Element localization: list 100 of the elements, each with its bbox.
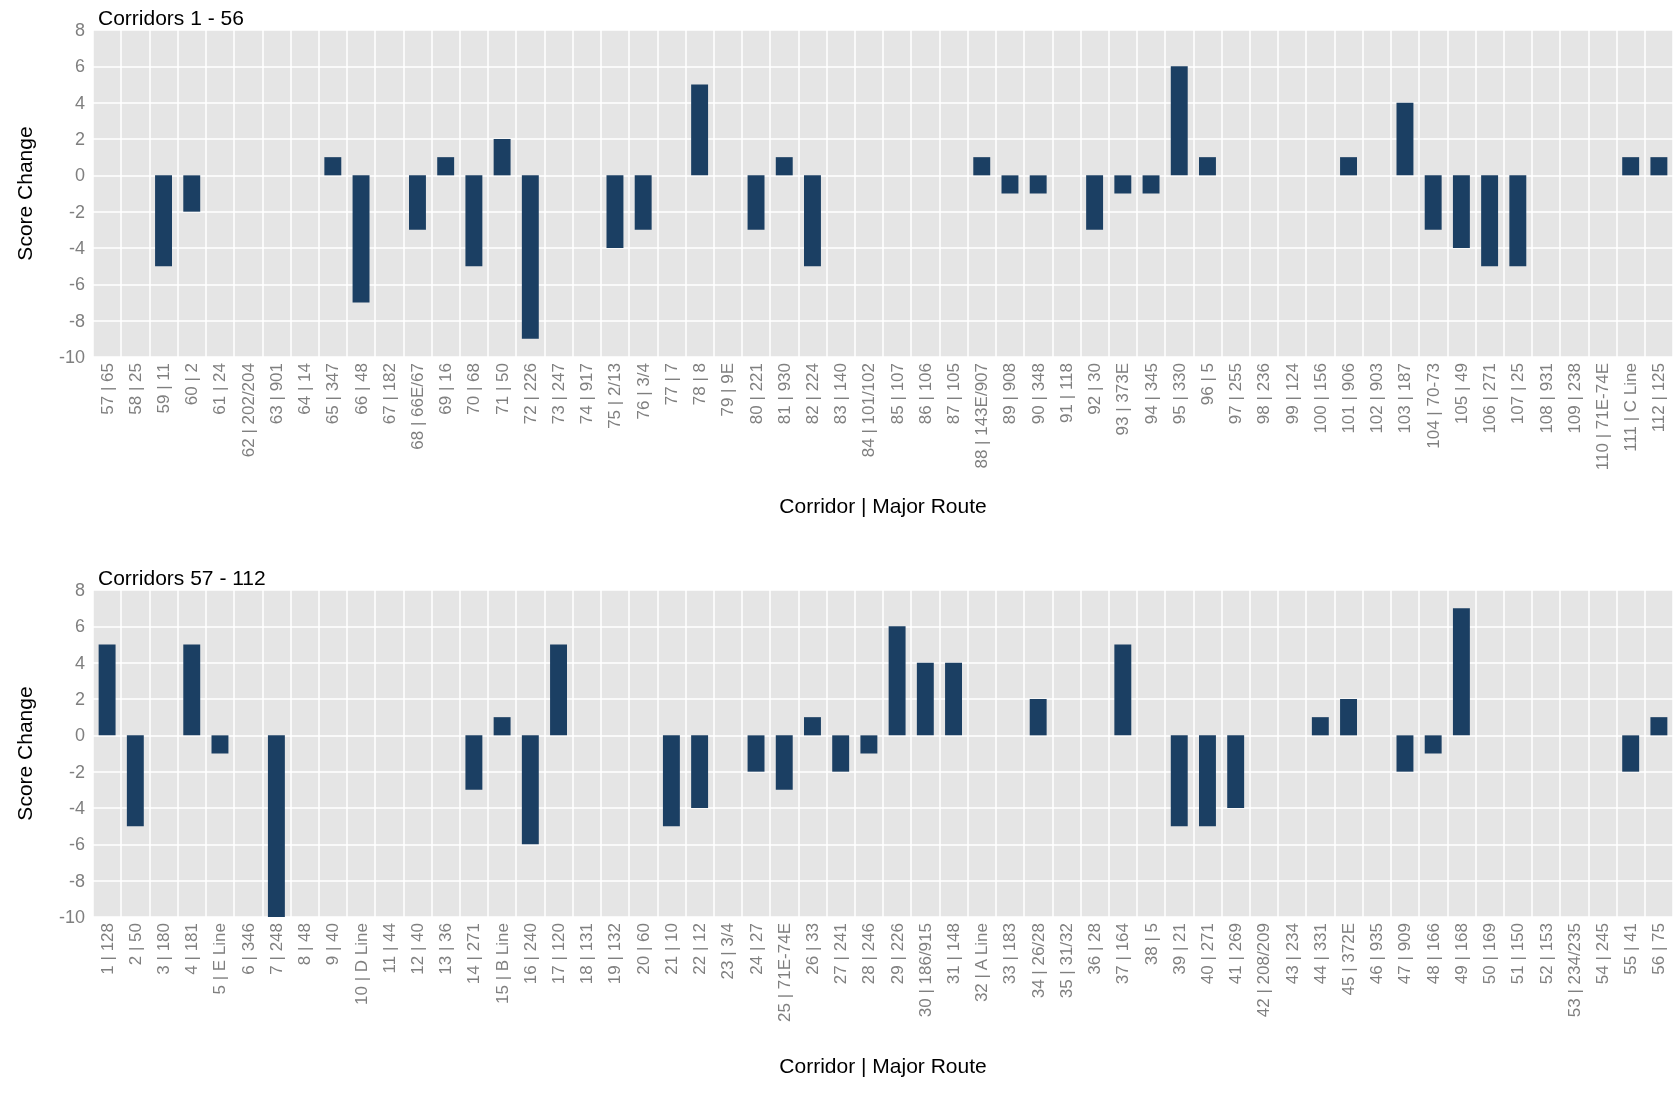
x-tick-label: 68 | 66E/67 <box>407 363 427 450</box>
y-tick-label: 2 <box>74 689 85 709</box>
x-tick-label: 39 | 21 <box>1169 923 1189 975</box>
x-tick-label: 18 | 131 <box>577 923 597 985</box>
x-tick-label: 92 | 30 <box>1085 363 1105 415</box>
bar <box>1452 608 1470 736</box>
bar <box>1424 175 1442 230</box>
x-tick-label: 76 | 3/4 <box>633 363 653 420</box>
y-tick-label: 0 <box>74 725 85 746</box>
x-tick-label: 103 | 187 <box>1395 363 1415 434</box>
chart-title: Corridors 1 - 56 <box>98 6 244 29</box>
x-tick-label: 52 | 153 <box>1536 923 1556 985</box>
bar <box>1311 717 1329 736</box>
bar <box>1452 175 1470 248</box>
x-tick-label: 102 | 903 <box>1367 363 1387 434</box>
x-tick-label: 111 | C Line <box>1621 363 1641 452</box>
x-tick-label: 64 | 14 <box>295 363 315 415</box>
x-tick-label: 74 | 917 <box>577 363 597 425</box>
x-tick-label: 48 | 166 <box>1423 923 1443 985</box>
x-tick-label: 3 | 180 <box>154 923 174 975</box>
bar <box>1340 699 1357 736</box>
x-tick-label: 32 | A Line <box>972 923 992 1003</box>
bar <box>437 157 455 176</box>
bar <box>916 662 934 736</box>
bar <box>521 735 539 845</box>
y-axis-title: Score Change <box>13 126 36 261</box>
x-tick-label: 53 | 234/235 <box>1564 923 1584 1018</box>
y-tick-label: -8 <box>68 870 85 891</box>
x-tick-label: 47 | 909 <box>1395 923 1415 985</box>
bar <box>493 139 511 176</box>
y-tick-label: -6 <box>68 274 85 295</box>
bar <box>606 175 624 248</box>
bar <box>1086 175 1104 230</box>
x-tick-label: 84 | 101/102 <box>859 363 879 458</box>
x-tick-label: 40 | 271 <box>1197 923 1217 985</box>
x-tick-label: 46 | 935 <box>1367 923 1387 985</box>
x-tick-label: 27 | 241 <box>831 923 851 985</box>
y-tick-label: -10 <box>58 907 85 927</box>
bar <box>775 735 793 790</box>
bar <box>183 644 201 736</box>
x-tick-label: 110 | 71E-74E <box>1592 363 1612 471</box>
x-tick-label: 85 | 107 <box>887 363 907 425</box>
x-tick-label: 96 | 5 <box>1197 363 1217 406</box>
y-tick-label: -4 <box>68 798 85 818</box>
x-tick-label: 6 | 346 <box>238 923 258 975</box>
y-axis-title: Score Change <box>13 686 36 821</box>
y-tick-label: 4 <box>74 92 85 113</box>
x-tick-label: 89 | 908 <box>1000 363 1020 425</box>
x-tick-label: 63 | 901 <box>266 363 286 425</box>
x-tick-label: 66 | 48 <box>351 363 371 415</box>
x-tick-label: 37 | 164 <box>1113 923 1133 985</box>
bar <box>832 735 850 772</box>
x-tick-label: 15 | B Line <box>492 923 512 1004</box>
bar <box>352 175 370 303</box>
bar <box>1114 644 1132 736</box>
bar <box>804 717 821 736</box>
x-tick-label: 94 | 345 <box>1141 363 1161 425</box>
y-tick-label: 8 <box>74 580 85 600</box>
bar <box>183 175 201 212</box>
x-tick-label: 107 | 25 <box>1508 363 1528 425</box>
x-tick-label: 104 | 70-73 <box>1423 363 1443 449</box>
y-tick-label: -4 <box>68 238 85 258</box>
x-tick-label: 112 | 125 <box>1649 363 1669 433</box>
x-tick-label: 67 | 182 <box>379 363 399 425</box>
bar <box>1424 735 1442 754</box>
bar <box>888 626 906 736</box>
x-tick-label: 73 | 247 <box>549 363 569 425</box>
x-tick-label: 105 | 49 <box>1451 363 1471 425</box>
x-tick-label: 109 | 238 <box>1564 363 1584 434</box>
bar <box>550 644 567 736</box>
x-tick-label: 31 | 148 <box>944 923 964 985</box>
bar <box>1481 175 1499 267</box>
x-tick-label: 33 | 183 <box>1000 923 1020 985</box>
bar <box>1114 175 1132 194</box>
x-tick-label: 42 | 208/209 <box>1254 923 1274 1018</box>
bar <box>1396 102 1414 176</box>
x-tick-label: 9 | 40 <box>323 923 343 966</box>
x-tick-label: 99 | 124 <box>1282 363 1302 425</box>
x-tick-label: 23 | 3/4 <box>718 923 738 980</box>
x-tick-label: 51 | 150 <box>1508 923 1528 985</box>
x-tick-label: 101 | 906 <box>1339 363 1359 434</box>
y-tick-label: 2 <box>74 129 85 149</box>
bar <box>521 175 539 339</box>
bar <box>747 735 765 772</box>
x-tick-label: 62 | 202/204 <box>238 363 258 458</box>
x-tick-label: 20 | 60 <box>633 923 653 975</box>
x-tick-label: 26 | 33 <box>802 923 822 975</box>
x-tick-label: 55 | 41 <box>1621 923 1641 975</box>
x-tick-label: 90 | 348 <box>1028 363 1048 425</box>
bar <box>1650 157 1668 176</box>
x-tick-label: 19 | 132 <box>605 923 625 985</box>
y-tick-label: -2 <box>68 201 85 222</box>
bar <box>691 84 709 176</box>
x-tick-label: 72 | 226 <box>520 363 540 425</box>
x-tick-label: 78 | 8 <box>690 363 710 406</box>
y-tick-label: 0 <box>74 165 85 186</box>
x-tick-label: 30 | 186/915 <box>915 923 935 1018</box>
x-tick-label: 4 | 181 <box>182 923 202 975</box>
x-tick-label: 106 | 271 <box>1480 363 1500 434</box>
y-tick-label: -2 <box>68 761 85 782</box>
